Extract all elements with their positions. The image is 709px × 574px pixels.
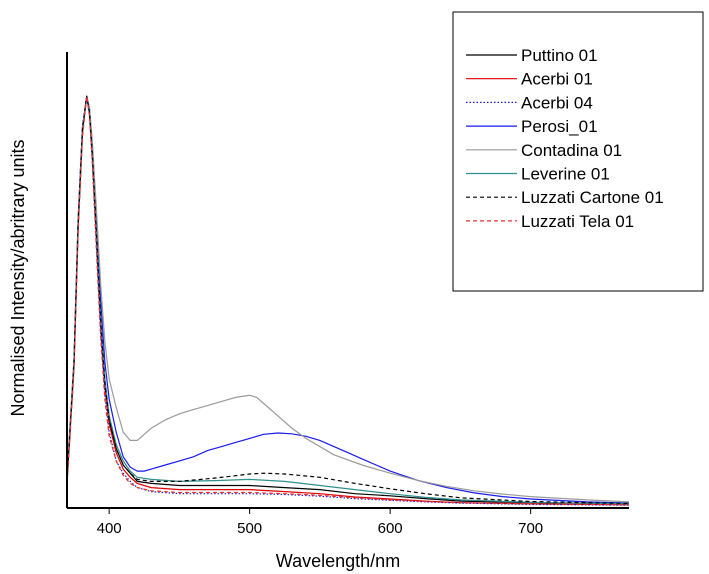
legend-label: Acerbi 04 (521, 93, 593, 112)
legend-item-puttino-01: Puttino 01 (466, 46, 598, 65)
legend-item-acerbi-04: Acerbi 04 (466, 93, 593, 112)
legend-item-luzzati-cartone-01: Luzzati Cartone 01 (466, 188, 664, 207)
x-tick-label: 700 (518, 520, 543, 537)
legend-label: Luzzati Cartone 01 (521, 188, 664, 207)
legend-label: Perosi_01 (521, 117, 598, 136)
legend-item-luzzati-tela-01: Luzzati Tela 01 (466, 212, 634, 231)
x-axis-title: Wavelength/nm (276, 551, 400, 571)
legend-item-perosi-01: Perosi_01 (466, 117, 598, 136)
x-ticks: 400 500 600 700 (97, 508, 543, 537)
legend-label: Puttino 01 (521, 46, 598, 65)
y-axis-title: Normalised Intensity/abritrary units (8, 139, 28, 416)
legend-item-leverine-01: Leverine 01 (466, 165, 610, 184)
legend-items: Puttino 01 Acerbi 01 Acerbi 04 Perosi_01 Con… (466, 46, 664, 231)
legend-label: Acerbi 01 (521, 70, 593, 89)
legend-label: Leverine 01 (521, 165, 610, 184)
series-line-luzzati-cartone-01 (66, 95, 630, 505)
series-line-contadina-01 (66, 95, 630, 503)
x-tick-label: 500 (237, 520, 262, 537)
x-tick-label: 400 (97, 520, 122, 537)
legend-box (452, 11, 704, 292)
legend-label: Contadina 01 (521, 141, 622, 160)
legend-label: Luzzati Tela 01 (521, 212, 634, 231)
legend-item-contadina-01: Contadina 01 (466, 141, 622, 160)
x-tick-label: 600 (378, 520, 403, 537)
series-layer (66, 95, 630, 506)
legend-item-acerbi-01: Acerbi 01 (466, 70, 593, 89)
legend: Puttino 01 Acerbi 01 Acerbi 04 Perosi_01 Con… (452, 11, 704, 292)
